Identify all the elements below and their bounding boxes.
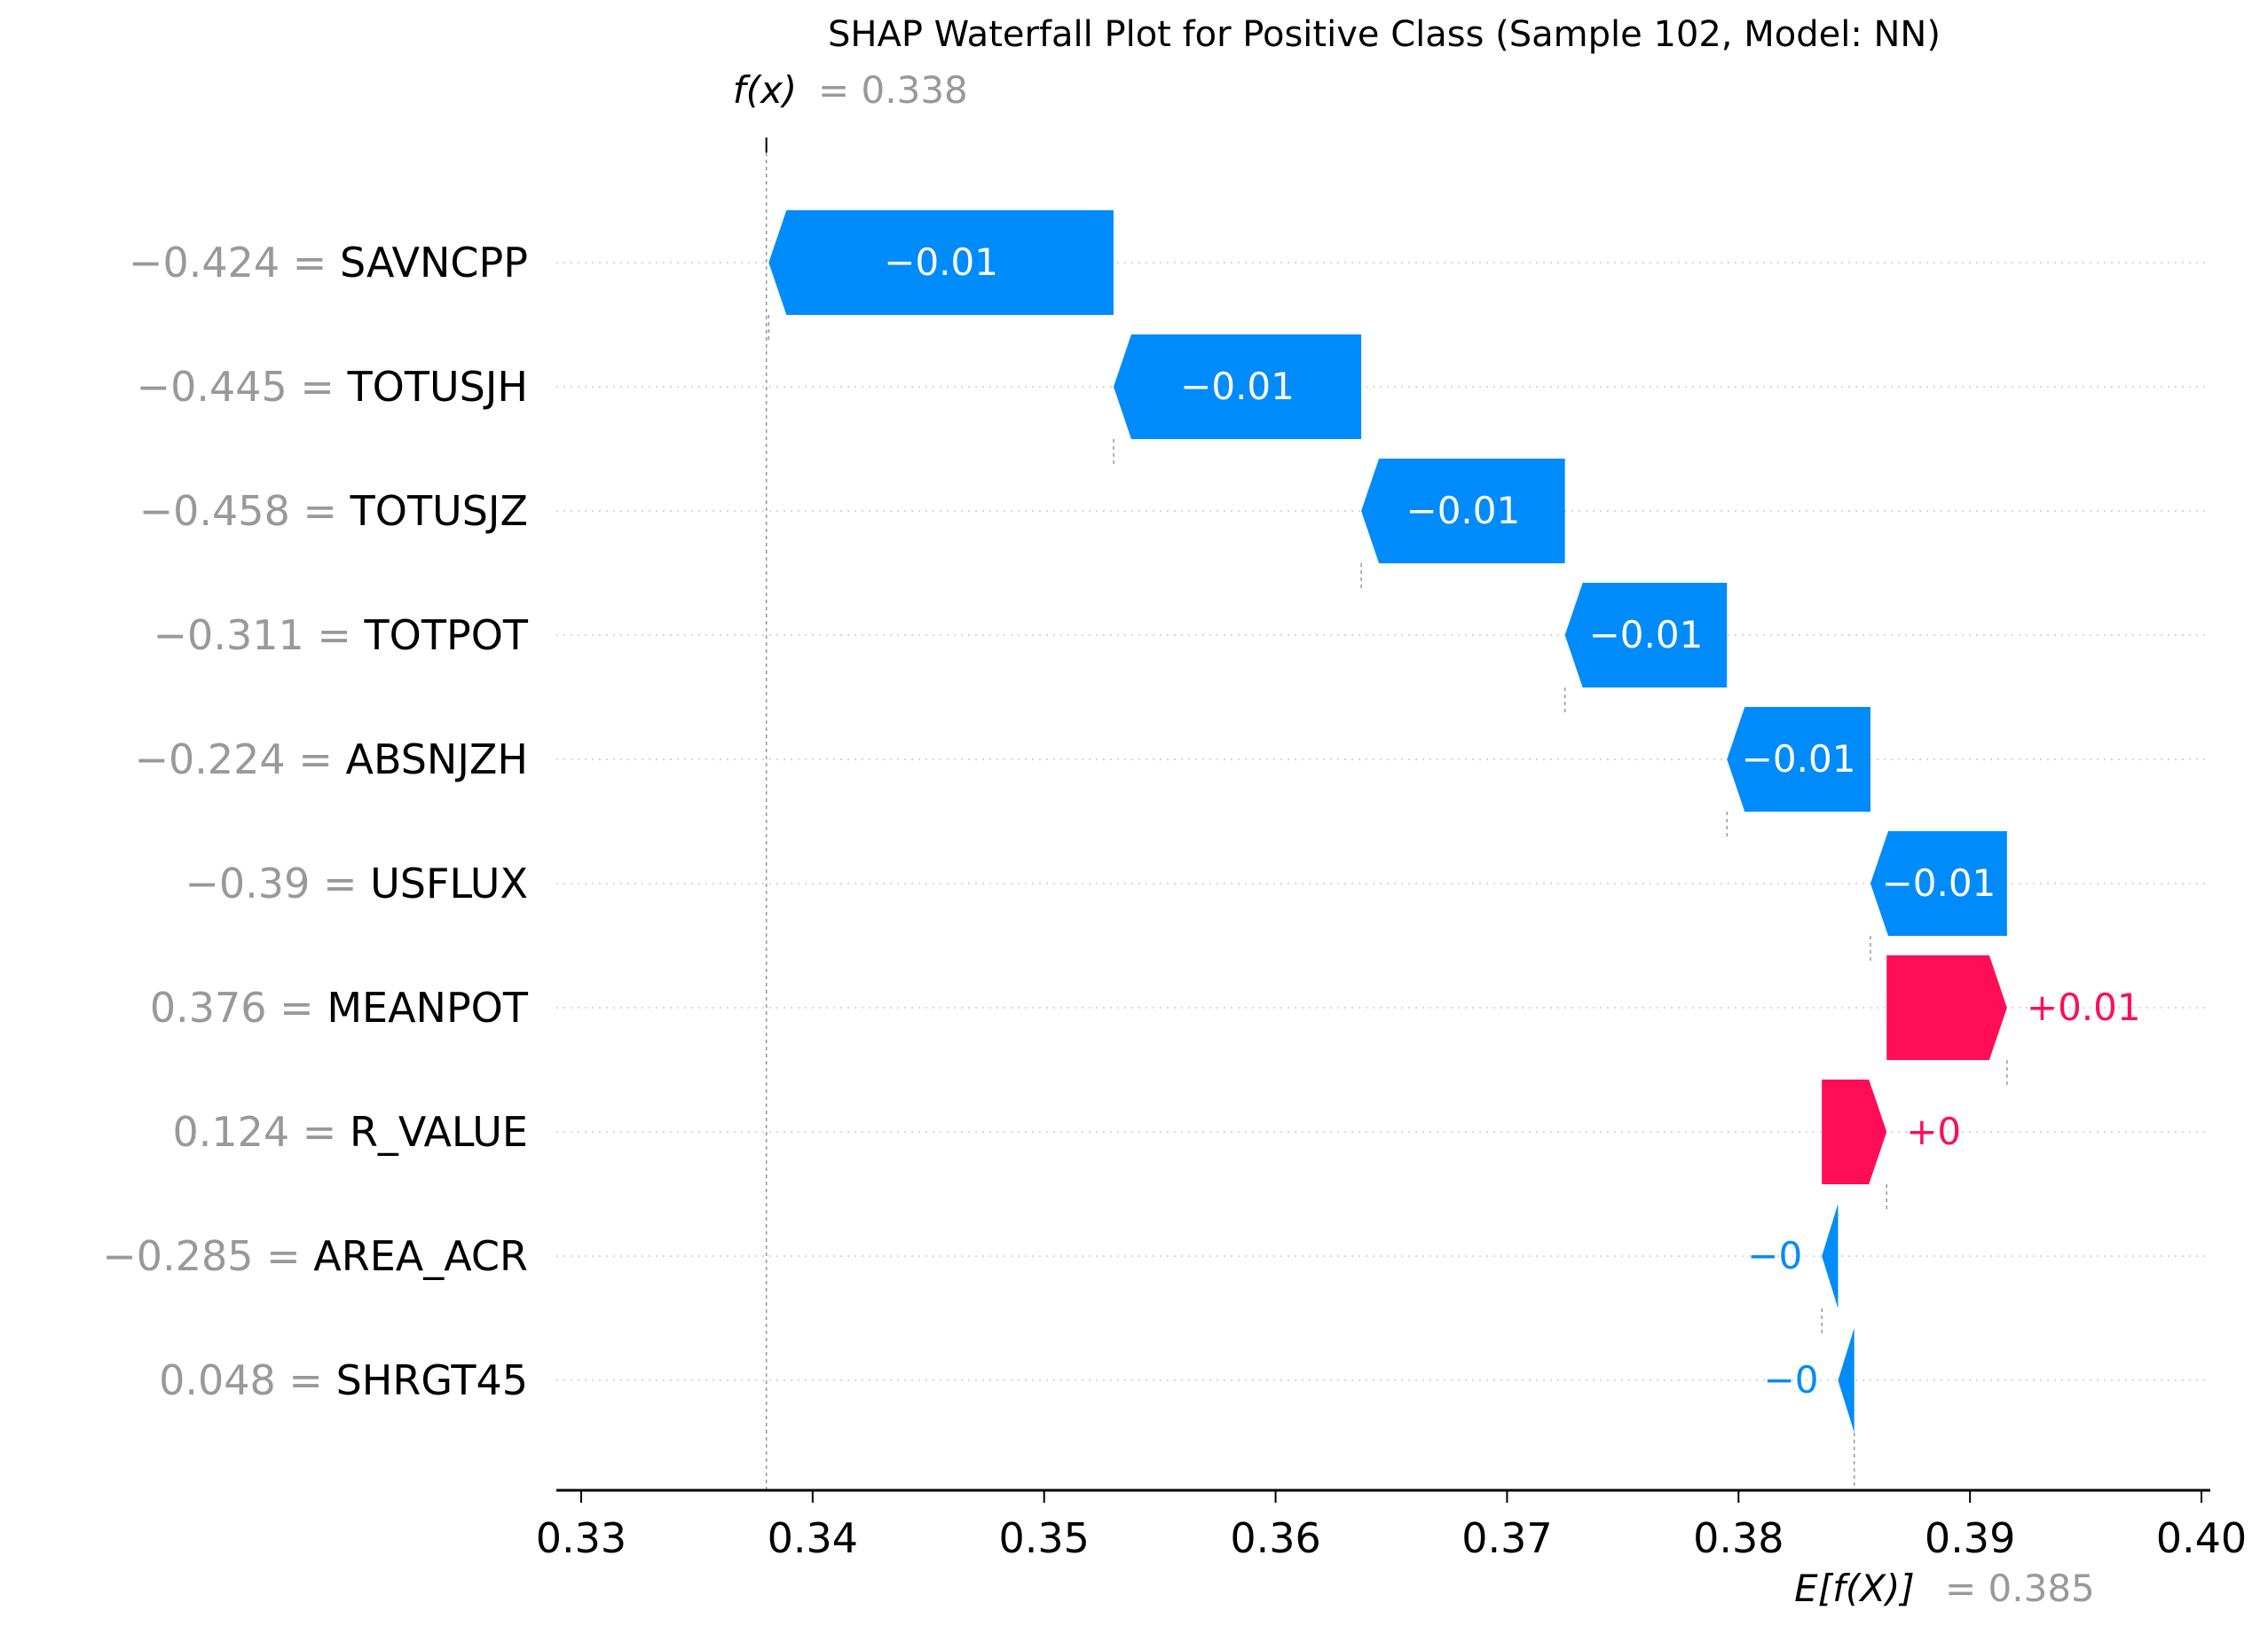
reference-lines	[765, 137, 1855, 1490]
bar-shrgt45	[1838, 1328, 1855, 1433]
feature-value: −0.224 =	[134, 735, 345, 783]
fx-value-label: = 0.338	[818, 68, 968, 112]
bar-value-label: −0.01	[884, 240, 998, 284]
efx-value-label: = 0.385	[1945, 1567, 2095, 1610]
bar-totpot	[1564, 583, 1728, 687]
bar-absnjzh	[1727, 707, 1870, 812]
feature-name: MEANPOT	[327, 984, 529, 1032]
bar-value-label: −0.01	[1882, 861, 1996, 905]
efx-footer: E[f(X)] = 0.385	[1794, 1567, 2095, 1610]
efx-label: E[f(X)]	[1794, 1567, 1915, 1610]
feature-label-area_acr: −0.285 = AREA_ACR	[102, 1232, 528, 1280]
feature-value: −0.285 =	[102, 1232, 313, 1280]
x-tick-label: 0.34	[768, 1514, 858, 1562]
feature-value: 0.124 =	[172, 1108, 349, 1156]
bar-area_acr	[1822, 1204, 1839, 1308]
bar-meanpot	[1886, 955, 2007, 1060]
feature-label-totpot: −0.311 = TOTPOT	[154, 611, 529, 659]
x-tick-label: 0.35	[999, 1514, 1090, 1562]
feature-value: −0.39 =	[185, 860, 370, 907]
feature-name: TOTUSJZ	[350, 487, 528, 535]
feature-value: 0.376 =	[150, 984, 327, 1032]
feature-label-r_value: 0.124 = R_VALUE	[172, 1108, 528, 1156]
bar-value-label: −0.01	[1742, 737, 1856, 781]
feature-value: −0.424 =	[129, 239, 340, 287]
bar-value-label: −0.01	[1589, 613, 1704, 656]
bar-totusjz	[1361, 459, 1565, 563]
bar-totusjh	[1113, 334, 1362, 439]
x-tick-label: 0.36	[1230, 1514, 1320, 1562]
feature-value: −0.458 =	[139, 487, 350, 535]
feature-name: SAVNCPP	[340, 239, 528, 287]
feature-label-shrgt45: 0.048 = SHRGT45	[159, 1356, 528, 1404]
x-axis: 0.33 0.34 0.35 0.36 0.37 0.38 0.39 0.40	[536, 1489, 2247, 1562]
feature-name: TOTUSJH	[347, 363, 528, 411]
feature-label-absnjzh: −0.224 = ABSNJZH	[134, 735, 528, 783]
feature-labels: −0.424 = SAVNCPP −0.445 = TOTUSJH −0.458 =…	[102, 239, 529, 1404]
chart-title: SHAP Waterfall Plot for Positive Class (…	[828, 14, 1941, 55]
feature-value: 0.048 =	[159, 1356, 335, 1404]
bar-usflux	[1870, 831, 2007, 936]
x-tick-label: 0.39	[1925, 1514, 2015, 1562]
bar-value-label: −0.01	[1180, 365, 1295, 408]
fx-label: f(x)	[733, 68, 797, 112]
bar-value-label: −0.01	[1406, 489, 1521, 532]
feature-name: USFLUX	[370, 860, 528, 907]
feature-label-savncpp: −0.424 = SAVNCPP	[129, 239, 528, 287]
feature-value: −0.311 =	[154, 611, 365, 659]
feature-name: TOTPOT	[364, 611, 529, 659]
x-tick-label: 0.33	[536, 1514, 626, 1562]
feature-label-meanpot: 0.376 = MEANPOT	[150, 984, 529, 1032]
bar-value-label: +0.01	[2027, 986, 2141, 1029]
feature-name: R_VALUE	[350, 1108, 528, 1156]
bar-r_value	[1822, 1080, 1887, 1184]
grid-layer	[556, 262, 2210, 1381]
x-tick-label: 0.37	[1461, 1514, 1552, 1562]
bar-value-label: −0	[1764, 1358, 1819, 1402]
fx-header: f(x) = 0.338	[733, 68, 968, 112]
feature-name: AREA_ACR	[313, 1232, 528, 1280]
feature-label-totusjz: −0.458 = TOTUSJZ	[139, 487, 528, 535]
feature-label-usflux: −0.39 = USFLUX	[185, 860, 528, 907]
bar-value-label: −0	[1747, 1234, 1802, 1277]
x-tick-label: 0.40	[2156, 1514, 2247, 1562]
feature-name: SHRGT45	[336, 1356, 528, 1404]
bar-savncpp	[768, 210, 1114, 315]
bars-layer: −0.01 −0.01 −0.01 −0.01 −0.01 −0.01 +0.01 +0 −0 −…	[768, 210, 2141, 1433]
x-axis-ticks: 0.33 0.34 0.35 0.36 0.37 0.38 0.39 0.40	[536, 1490, 2247, 1562]
feature-name: ABSNJZH	[346, 735, 529, 783]
feature-label-totusjh: −0.445 = TOTUSJH	[137, 363, 528, 411]
bar-value-label: +0	[1906, 1110, 1961, 1153]
feature-value: −0.445 =	[137, 363, 348, 411]
x-tick-label: 0.38	[1693, 1514, 1784, 1562]
